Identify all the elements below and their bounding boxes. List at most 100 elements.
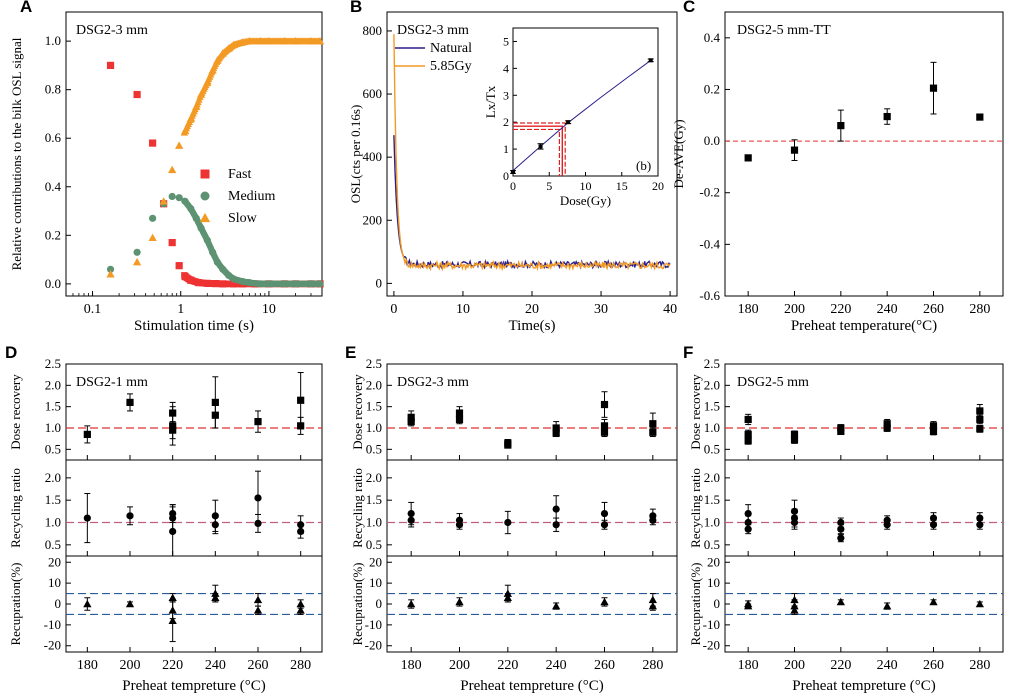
data-point <box>83 514 91 522</box>
legend-label-0: Natural <box>430 41 472 56</box>
x-tick-label: 200 <box>449 658 470 673</box>
y-tick-label: -0.4 <box>699 236 720 251</box>
panel-label: C <box>683 0 695 16</box>
inset: 0 5 10 15 20 0 1 2 3 4 5 Dose(Gy) Lx/Tx (b) <box>483 27 664 208</box>
data-point-slow <box>106 270 115 278</box>
data-point <box>297 396 305 404</box>
y-tick-label: 1.0 <box>704 515 720 530</box>
series-medium <box>106 192 324 288</box>
y-tick-label: 10 <box>707 575 720 590</box>
y-tick-label: 1.0 <box>45 515 61 530</box>
y-tick-label: 0.4 <box>45 179 62 194</box>
x-tick-label: 20 <box>525 302 539 317</box>
x-tick-label: 280 <box>969 302 990 317</box>
y-axis-label: Recupration(%) <box>688 562 703 645</box>
subplot-dose-recovery: 0.5 1.0 1.5 2.0 2.5 Dose recovery <box>8 356 323 461</box>
data-point <box>837 122 845 130</box>
data-point <box>455 597 464 606</box>
inset-x-tick-label: 15 <box>616 179 628 193</box>
y-axis-label: Dose recovery <box>688 374 703 450</box>
y-tick-label: 1.5 <box>45 492 61 507</box>
y-tick-label: 0.5 <box>366 537 382 552</box>
data-point <box>125 599 135 608</box>
x-tick-label: 10 <box>262 302 276 317</box>
x-tick-label: 220 <box>830 302 851 317</box>
legend: Natural 5.85Gy <box>395 41 472 74</box>
x-tick-label: 280 <box>642 658 663 673</box>
inset-x-label: Dose(Gy) <box>560 193 611 208</box>
data-point <box>790 430 799 438</box>
y-tick-label: 400 <box>363 149 383 164</box>
data-point <box>929 427 938 436</box>
data-point-fast <box>106 61 115 70</box>
x-tick-label: 220 <box>830 658 851 673</box>
y-tick-label: -20 <box>365 638 382 653</box>
data-point <box>790 518 799 527</box>
data-point <box>600 422 609 430</box>
y-tick-label: 0 <box>714 596 721 611</box>
inset-y-tick-label: 0 <box>503 169 509 183</box>
y-axis-label: Recycling ratio <box>688 468 703 548</box>
data-point <box>407 418 415 426</box>
data-point <box>83 430 91 438</box>
panel-title: DSG2-3 mm <box>76 23 148 38</box>
inset-y-tick-label: 2 <box>503 115 509 129</box>
inset-y-tick-label: 3 <box>503 88 509 102</box>
data-point <box>211 521 219 529</box>
x-tick-label: 260 <box>248 658 269 673</box>
data-point <box>600 597 609 606</box>
legend-marker-fast <box>200 169 210 179</box>
y-tick-label: 0 <box>376 596 383 611</box>
y-tick-label: 800 <box>363 23 383 38</box>
data-point-slow <box>132 257 142 266</box>
legend-label-medium: Medium <box>228 189 276 204</box>
inset-x-tick-label: 0 <box>510 179 516 193</box>
y-axis-label: Recupration(%) <box>8 562 23 645</box>
x-tick-label: 40 <box>663 302 677 317</box>
data-point <box>407 516 415 524</box>
legend: Fast Medium Slow <box>199 167 276 226</box>
x-tick-label: 200 <box>784 302 805 317</box>
y-tick-label: 20 <box>48 554 61 569</box>
inset-x-tick-label: 20 <box>652 179 664 193</box>
panel-title: DSG2-1 mm <box>76 375 148 390</box>
data-point <box>837 427 845 436</box>
data-point <box>790 436 799 444</box>
panel-a: 0.1 1 10 0.0 0.2 0.4 0.6 0.8 1.0 A DSG2-3 mm Stimul… <box>9 0 325 334</box>
data-point <box>169 527 177 536</box>
y-tick-label: 0.5 <box>366 441 382 456</box>
data-point <box>883 601 892 610</box>
x-tick-label: 0.1 <box>84 302 102 317</box>
x-tick-label: 240 <box>205 658 226 673</box>
subplot-recuperation: -20 -10 0 10 20 180 200 220 240 260 280 Recupration… <box>688 554 1004 673</box>
data-point <box>254 519 262 528</box>
inset-data-point <box>648 58 653 63</box>
data-point <box>253 606 263 614</box>
x-tick-label: 260 <box>923 302 944 317</box>
y-axis-label: Recycling ratio <box>8 468 23 548</box>
axes-frame <box>386 555 678 653</box>
data-point <box>552 601 561 610</box>
data-point <box>455 409 464 417</box>
x-tick-label: 200 <box>784 658 805 673</box>
data-point <box>600 428 609 436</box>
x-tick-label: 260 <box>594 658 615 673</box>
data-point <box>976 407 984 415</box>
data-point <box>649 420 657 428</box>
axes-frame <box>65 459 323 557</box>
data-point-medium <box>168 192 176 201</box>
data-point <box>790 146 799 154</box>
data-point <box>552 521 560 529</box>
panel-label: B <box>350 0 362 16</box>
x-tick-label: 240 <box>877 658 898 673</box>
data-point-slow <box>175 141 184 149</box>
data-point <box>837 534 845 542</box>
legend-marker-slow <box>199 212 211 223</box>
y-tick-label: 200 <box>363 212 383 227</box>
inset-panel-tag: (b) <box>636 158 651 173</box>
y-tick-label: 0.0 <box>45 276 61 291</box>
y-tick-label: 2.0 <box>704 470 720 485</box>
inset-x-tick-label: 10 <box>580 179 592 193</box>
